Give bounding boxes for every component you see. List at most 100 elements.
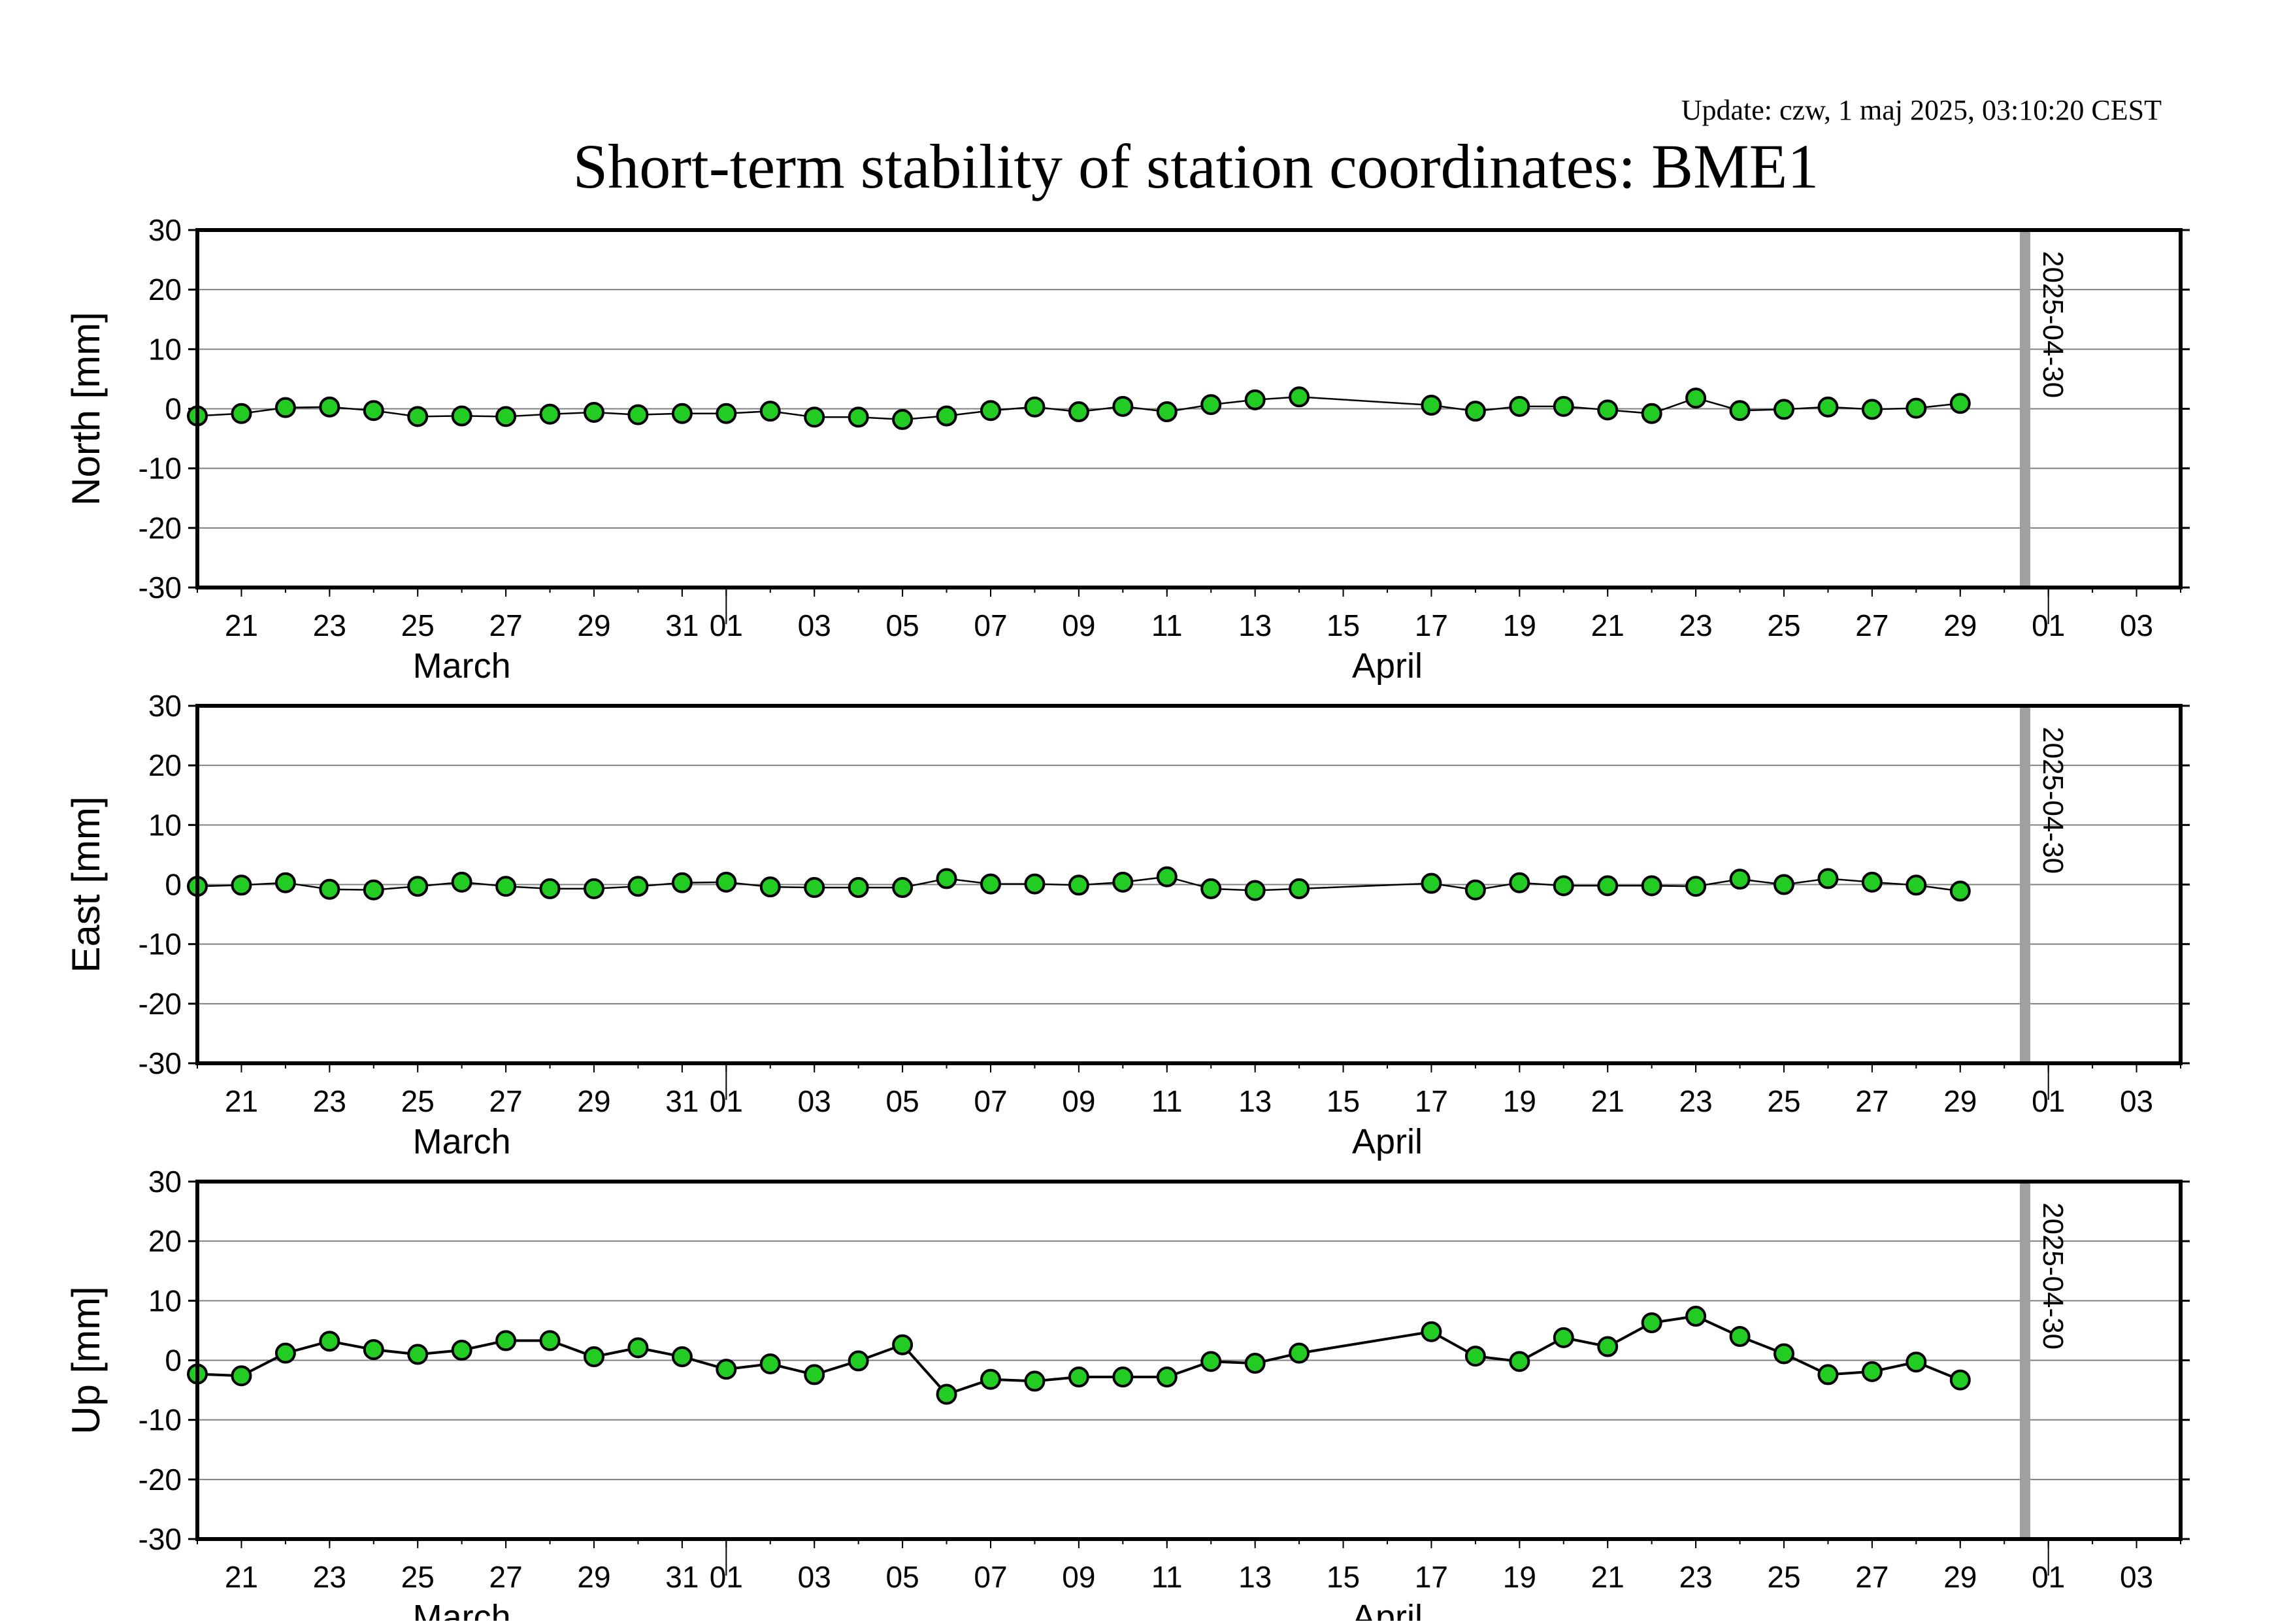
data-point	[1553, 395, 1574, 417]
x-tick-label: 01	[710, 608, 743, 642]
x-tick-label: 23	[313, 1084, 346, 1118]
x-tick-label: 01	[2032, 1560, 2065, 1594]
x-tick-label: 31	[665, 608, 699, 642]
data-point	[451, 1340, 472, 1361]
data-point	[1200, 394, 1222, 416]
data-point	[1068, 401, 1089, 423]
data-point	[1685, 388, 1707, 409]
data-point	[627, 876, 649, 897]
x-tick-label: 19	[1503, 1084, 1536, 1118]
data-point	[1024, 1370, 1046, 1392]
x-tick-label: 27	[1855, 1084, 1889, 1118]
data-point	[1641, 875, 1662, 897]
data-point	[936, 868, 957, 889]
data-point	[759, 1353, 781, 1374]
data-point	[1112, 395, 1134, 417]
x-tick-label: 23	[1679, 608, 1713, 642]
data-point	[716, 871, 737, 893]
y-axis-label: East [mm]	[64, 796, 108, 972]
x-tick-label: 05	[886, 1084, 919, 1118]
data-point	[584, 878, 604, 899]
data-point	[451, 871, 472, 893]
data-point	[1773, 874, 1794, 895]
x-tick-label: 07	[974, 1560, 1007, 1594]
y-tick-label: 20	[148, 273, 182, 307]
x-tick-label: 19	[1503, 1560, 1536, 1594]
data-point	[1421, 1321, 1442, 1342]
data-point	[1861, 871, 1883, 893]
data-point	[1729, 400, 1751, 422]
data-point	[1156, 1367, 1178, 1388]
x-tick-label: 19	[1503, 608, 1536, 642]
x-tick-label: 09	[1062, 1084, 1095, 1118]
data-point	[363, 879, 384, 901]
data-point	[1817, 868, 1839, 889]
data-point	[1068, 874, 1089, 896]
reference-line-label: 2025-04-30	[2037, 1202, 2069, 1350]
y-tick-label: 10	[148, 1284, 182, 1317]
data-point	[1289, 878, 1310, 899]
data-point	[584, 401, 604, 423]
data-point	[980, 1368, 1001, 1390]
plot-frame	[195, 704, 2183, 1065]
data-point	[716, 403, 737, 424]
data-point	[1421, 872, 1442, 894]
data-point	[584, 1346, 604, 1368]
data-point	[539, 403, 561, 425]
data-point	[1597, 875, 1619, 897]
data-point	[892, 408, 914, 430]
data-point	[1949, 1369, 1971, 1391]
x-tick-label: 27	[1855, 608, 1889, 642]
x-tick-label: 13	[1238, 608, 1272, 642]
data-point	[627, 1337, 649, 1359]
x-tick-label: 03	[798, 608, 831, 642]
reference-line-label: 2025-04-30	[2037, 251, 2069, 398]
y-tick-label: 10	[148, 332, 182, 366]
x-tick-label: 27	[489, 608, 523, 642]
data-point	[1024, 396, 1046, 418]
data-point	[363, 1339, 384, 1361]
data-point	[1156, 866, 1178, 887]
x-tick-label: 11	[1151, 1560, 1183, 1594]
x-tick-label: 01	[710, 1084, 743, 1118]
data-point	[1464, 1346, 1486, 1367]
x-tick-label: 15	[1327, 608, 1360, 642]
x-tick-label: 05	[886, 1560, 919, 1594]
data-point	[1685, 876, 1707, 897]
x-tick-label: 09	[1062, 1560, 1095, 1594]
x-tick-label: 25	[1767, 1084, 1800, 1118]
data-point	[407, 876, 429, 897]
x-tick-label: 09	[1062, 608, 1095, 642]
data-point	[1861, 1361, 1883, 1382]
y-tick-label: -30	[139, 571, 182, 605]
x-tick-label: 11	[1151, 608, 1183, 642]
x-tick-label: 05	[886, 608, 919, 642]
data-point	[892, 1334, 914, 1355]
data-point	[495, 406, 517, 427]
data-point	[1289, 1342, 1310, 1364]
y-axis-label: Up [mm]	[64, 1286, 108, 1434]
y-tick-label: 0	[165, 392, 182, 426]
data-point	[319, 396, 340, 418]
x-tick-label: 17	[1415, 1084, 1448, 1118]
y-tick-label: -20	[139, 987, 182, 1021]
data-point	[274, 872, 296, 893]
x-tick-label: 29	[577, 1560, 610, 1594]
panel-2: 2025-04-30 30 20 10 0 -10 -20 -30 East [mm] 21 23 2…	[64, 689, 2190, 1161]
data-point	[1949, 880, 1971, 902]
chart-title: Short-term stability of station coordina…	[573, 131, 1819, 201]
y-tick-label: 0	[165, 1344, 182, 1378]
y-tick-label: -10	[139, 1403, 182, 1437]
x-tick-label: 07	[974, 1084, 1007, 1118]
data-point	[319, 1331, 340, 1352]
x-tick-label: 15	[1327, 1560, 1360, 1594]
y-tick-label: 30	[148, 1165, 182, 1199]
data-point	[451, 405, 472, 427]
month-label: March	[413, 1598, 511, 1621]
x-tick-label: 25	[401, 608, 435, 642]
data-point	[495, 1330, 517, 1351]
data-point	[231, 403, 252, 424]
data-point	[848, 877, 869, 899]
x-tick-label: 29	[1943, 1084, 1977, 1118]
